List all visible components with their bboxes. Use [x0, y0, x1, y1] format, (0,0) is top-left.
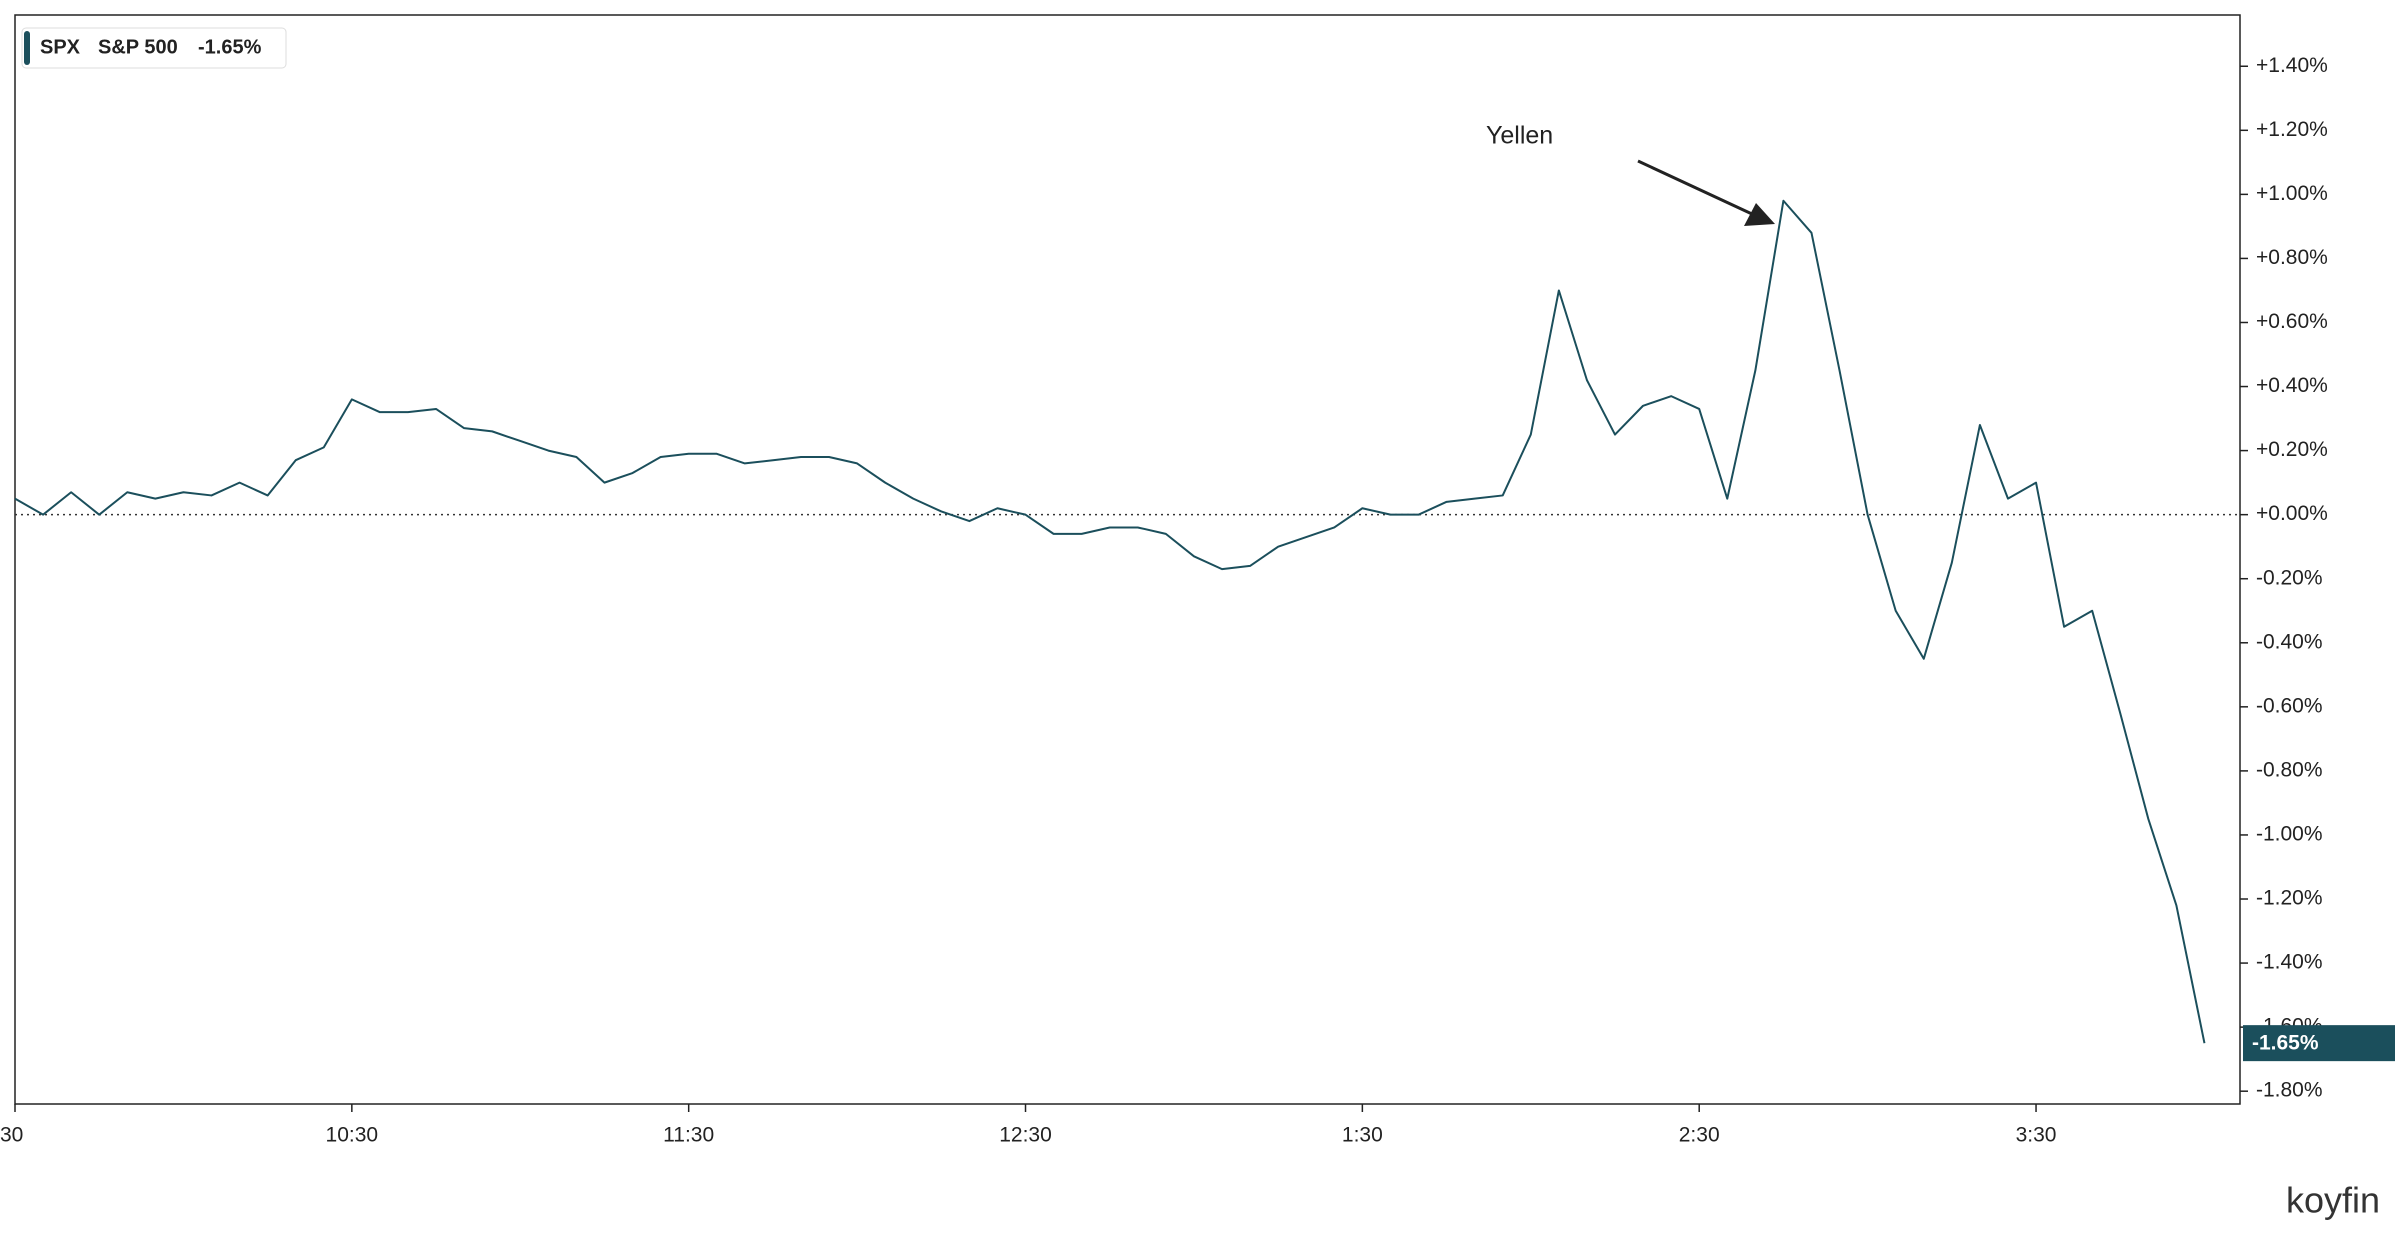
x-tick-label: 30: [0, 1124, 23, 1147]
watermark: koyfin: [2286, 1180, 2380, 1221]
annotation-arrow: [1637, 159, 1753, 216]
legend-box: [21, 27, 287, 69]
legend-name: S&P 500: [98, 36, 178, 58]
annotation: Yellen: [1486, 122, 1553, 150]
y-tick-label: -0.60%: [2256, 694, 2323, 717]
y-tick-label: -1.00%: [2256, 822, 2323, 845]
x-tick-label: 2:30: [1679, 1124, 1720, 1147]
y-tick-label: -0.20%: [2256, 566, 2323, 589]
last-value-badge: [2243, 1025, 2395, 1062]
last-value-label: -1.65%: [2252, 1032, 2319, 1055]
y-tick-label: +0.00%: [2256, 502, 2328, 525]
y-tick-label: +1.00%: [2256, 182, 2328, 205]
legend-swatch: [24, 31, 30, 65]
x-tick-label: 1:30: [1342, 1124, 1383, 1147]
y-tick-label: +1.40%: [2256, 54, 2328, 77]
legend-ticker: SPX: [40, 36, 81, 58]
y-tick-label: -1.40%: [2256, 951, 2323, 974]
x-tick-label: 12:30: [999, 1124, 1052, 1147]
series-line: [14, 199, 2206, 1044]
y-tick-label: -0.40%: [2256, 630, 2323, 653]
y-tick-label: +0.40%: [2256, 374, 2328, 397]
x-tick-label: 11:30: [663, 1124, 714, 1147]
y-tick-label: -1.20%: [2256, 887, 2323, 910]
plot-frame: [14, 14, 2241, 1105]
x-tick-label: 10:30: [326, 1124, 379, 1147]
y-tick-label: +1.20%: [2256, 118, 2328, 141]
y-tick-label: +0.60%: [2256, 310, 2328, 333]
y-tick-label: +0.20%: [2256, 438, 2328, 461]
y-tick-label: +0.80%: [2256, 246, 2328, 269]
legend-change: -1.65%: [198, 36, 262, 58]
y-tick-label: -0.80%: [2256, 758, 2323, 781]
x-tick-label: 3:30: [2016, 1124, 2057, 1147]
y-tick-label: -1.80%: [2256, 1079, 2323, 1102]
annotation-arrowhead: [1744, 203, 1775, 226]
